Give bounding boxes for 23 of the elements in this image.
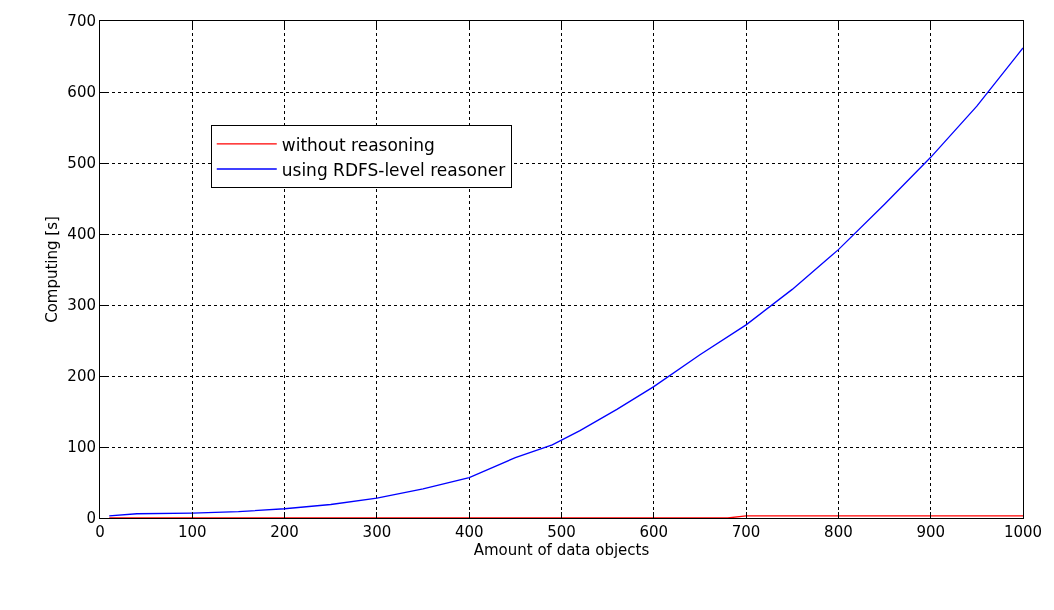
x-tick-label: 500 [547, 523, 576, 541]
y-tick-label: 300 [67, 296, 96, 315]
y-axis-title: Computing [s] [42, 216, 61, 323]
y-tick-label: 500 [67, 154, 96, 173]
y-tick-label: 100 [67, 438, 96, 457]
y-tick-label: 200 [67, 367, 96, 386]
x-tick-label: 1000 [1003, 523, 1043, 541]
x-tick-label: 800 [824, 523, 853, 541]
x-tick-label: 300 [362, 523, 392, 541]
x-tick-label: 200 [270, 523, 299, 541]
y-tick-label: 700 [67, 12, 96, 31]
x-tick-label: 600 [639, 523, 669, 541]
x-axis-title: Amount of data objects [473, 541, 650, 559]
x-tick-label: 100 [177, 523, 207, 541]
x-tick-label: 400 [454, 523, 484, 541]
x-tick-label: 900 [916, 523, 946, 541]
y-tick-label: 0 [86, 509, 96, 528]
y-tick-label: 600 [67, 83, 96, 102]
line-series [108, 47, 1023, 517]
legend-label: without reasoning [281, 134, 435, 155]
x-tick-label: 700 [731, 523, 761, 541]
y-tick-label: 400 [67, 225, 96, 244]
legend-label: using RDFS-level reasoner [281, 159, 506, 180]
